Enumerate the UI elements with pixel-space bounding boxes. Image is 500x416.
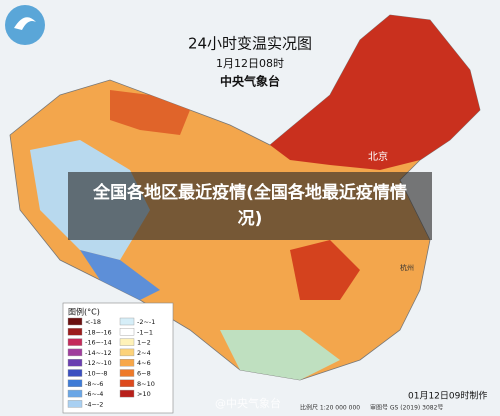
- south: [220, 330, 340, 380]
- warm-north: [270, 15, 480, 170]
- legend-swatch: [67, 400, 83, 408]
- legend-swatch: [67, 328, 83, 336]
- legend-swatch: [67, 348, 83, 357]
- legend-label: 1~2: [137, 339, 151, 347]
- logo-mark: [14, 17, 36, 30]
- legend-swatch: [119, 317, 135, 326]
- cool-sw: [80, 250, 160, 300]
- legend-label: -16~-14: [85, 339, 112, 347]
- legend-title: 图例(°C): [68, 307, 100, 317]
- legend-swatch: [119, 379, 135, 387]
- legend-swatch: [67, 359, 83, 367]
- legend-swatch: [119, 328, 135, 336]
- legend-label: -18~-16: [85, 328, 112, 336]
- footer-scale: 比例尺 1:20 000 000: [300, 404, 360, 412]
- legend-swatch: [67, 379, 83, 387]
- warm-nw: [110, 90, 190, 135]
- footer-review: 审图号 GS (2019) 3082号: [370, 404, 443, 412]
- legend-label: <-18: [85, 318, 101, 326]
- legend-label: 4~6: [137, 359, 151, 367]
- legend-label: 2~4: [137, 349, 151, 357]
- warm-central: [290, 240, 360, 300]
- legend-swatch: [67, 338, 83, 346]
- map-time: 1月12日08时: [216, 57, 284, 70]
- legend-label: >10: [137, 390, 151, 398]
- place-label: 杭州: [400, 263, 414, 272]
- legend-swatch: [119, 348, 135, 357]
- legend-swatch: [67, 317, 83, 326]
- caption: 全国各地区最近疫情(全国各地最近疫情情况): [68, 172, 432, 240]
- legend-swatch: [119, 359, 135, 367]
- legend-swatch: [67, 389, 83, 398]
- legend-label: 6~8: [137, 370, 151, 378]
- footer-made: 01月12日09时制作: [408, 390, 487, 402]
- legend-label: -4~-2: [85, 400, 103, 408]
- legend-label: -2~-1: [137, 318, 155, 326]
- legend-label: -14~-12: [85, 349, 112, 357]
- legend-swatch: [119, 389, 135, 398]
- map-source: 中央气象台: [220, 74, 280, 89]
- legend-label: -12~-10: [85, 359, 112, 367]
- watermark: @中央气象台: [215, 396, 281, 410]
- legend-label: -10~-8: [85, 370, 108, 378]
- legend-label: 8~10: [137, 380, 155, 388]
- legend-label: -6~-4: [85, 390, 103, 398]
- legend-swatch: [119, 338, 135, 346]
- legend-label: -1~1: [137, 328, 153, 336]
- legend-label: -8~-6: [85, 380, 103, 388]
- legend-swatch: [119, 369, 135, 377]
- legend-swatch: [67, 369, 83, 377]
- place-label: 北京: [368, 150, 388, 163]
- map-title: 24小时变温实况图: [188, 35, 312, 53]
